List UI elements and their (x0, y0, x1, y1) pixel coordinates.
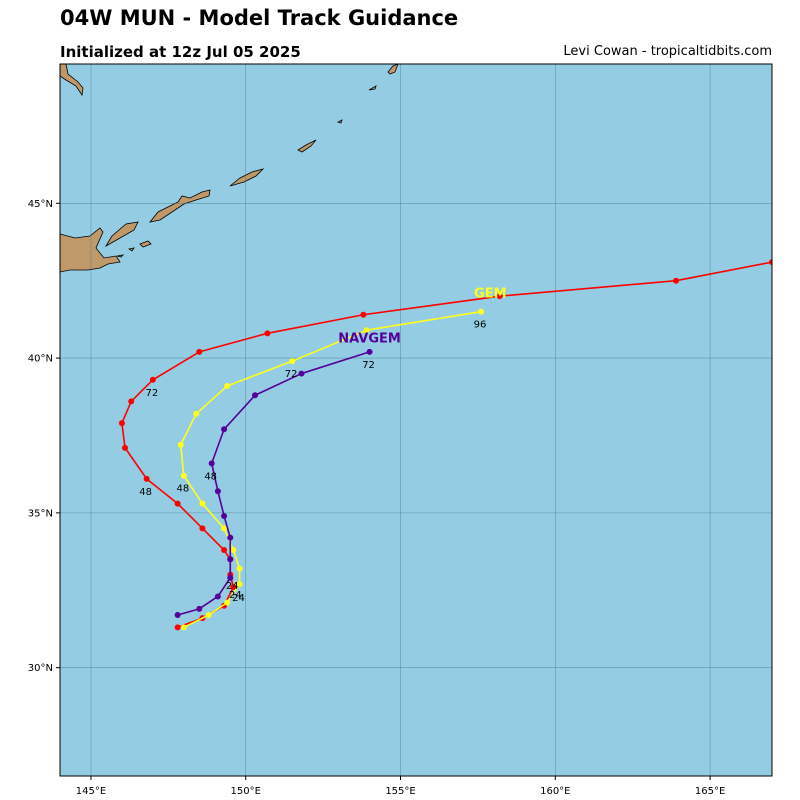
forecast-hour-label: 48 (176, 484, 189, 495)
track-point (224, 382, 231, 389)
track-point (199, 525, 206, 532)
track-point (128, 398, 135, 405)
track-point (174, 612, 181, 619)
y-tick-label: 35°N (28, 508, 53, 519)
forecast-hour-label: 48 (139, 487, 152, 498)
track-point (193, 410, 200, 417)
land-hokkaido (60, 227, 121, 273)
track-point (122, 444, 129, 451)
track-point (199, 500, 206, 507)
land-kuril-4 (116, 254, 125, 258)
track-point (118, 420, 125, 427)
track-point (478, 308, 485, 315)
track-point (252, 392, 259, 399)
track-point (298, 370, 305, 377)
track-point (227, 574, 234, 581)
land-kuril-3 (127, 247, 135, 252)
track-point (227, 556, 234, 563)
forecast-hour-label: 72 (146, 388, 159, 399)
plot-border (59, 63, 773, 777)
forecast-hour-label: 96 (474, 320, 487, 331)
forecast-hour-label: 24 (226, 581, 239, 592)
track-point (224, 599, 231, 606)
land-sakhalin (60, 64, 84, 97)
land-kuril-2 (139, 240, 152, 248)
track-point (143, 475, 150, 482)
track-point (360, 311, 367, 318)
land-kamchatka-tip (387, 64, 399, 75)
land-kuril-1 (104, 221, 139, 248)
track-point (180, 472, 187, 479)
track-point (221, 547, 228, 554)
track-point (221, 512, 228, 519)
track-point (177, 441, 184, 448)
x-tick-label: 160°E (540, 786, 570, 797)
land-kuril-8 (336, 119, 343, 124)
track-point (205, 612, 212, 619)
track-point (208, 460, 215, 467)
grid-lines (60, 64, 772, 776)
track-point (230, 547, 237, 554)
page-subtitle: Initialized at 12z Jul 05 2025 (60, 43, 301, 61)
track-point (769, 259, 772, 266)
x-tick-label: 150°E (231, 786, 261, 797)
land-kuril-5 (149, 189, 211, 223)
x-tick-label: 155°E (385, 786, 415, 797)
track-point (174, 624, 181, 631)
axis-ticks: 145°E 150°E 155°E 160°E 165°E 30°N 35°N 40°N 45°… (28, 199, 726, 797)
track-point (236, 565, 243, 572)
model-name-label: GEM (474, 287, 507, 302)
land-layer (60, 64, 399, 273)
forecast-hour-label: 48 (204, 471, 217, 482)
credit-text: Levi Cowan - tropicaltidbits.com (563, 44, 772, 59)
track-point (673, 277, 680, 284)
track-point (227, 534, 234, 541)
forecast-hour-label: 24 (232, 593, 245, 604)
track-point (196, 605, 203, 612)
track-point (214, 488, 221, 495)
track-point (221, 525, 228, 532)
y-tick-label: 45°N (28, 199, 53, 210)
track-point (149, 376, 156, 383)
track-point (264, 330, 271, 337)
track-point (236, 581, 243, 588)
y-tick-label: 30°N (28, 663, 53, 674)
track-point (214, 593, 221, 600)
forecast-hour-label: 72 (285, 369, 298, 380)
land-kuril-7 (297, 139, 317, 153)
track-point (496, 293, 503, 300)
ocean-background (60, 64, 772, 776)
model-name-label: NAVGEM (338, 332, 401, 347)
model-tracks (118, 259, 772, 631)
x-tick-label: 165°E (695, 786, 725, 797)
land-kuril-9 (368, 85, 377, 91)
track-point (230, 584, 237, 591)
track-point (180, 624, 187, 631)
land-kuril-6 (229, 168, 265, 187)
track-point (289, 358, 296, 365)
page-title: 04W MUN - Model Track Guidance (60, 6, 459, 30)
track-point (174, 500, 181, 507)
track-point (221, 426, 228, 433)
forecast-hour-label: 24 (229, 590, 242, 601)
track-point (366, 348, 373, 355)
forecast-hour-label: 72 (362, 360, 375, 371)
y-tick-label: 40°N (28, 354, 53, 365)
track-point (196, 348, 203, 355)
track-point (363, 327, 370, 334)
x-tick-label: 145°E (76, 786, 106, 797)
